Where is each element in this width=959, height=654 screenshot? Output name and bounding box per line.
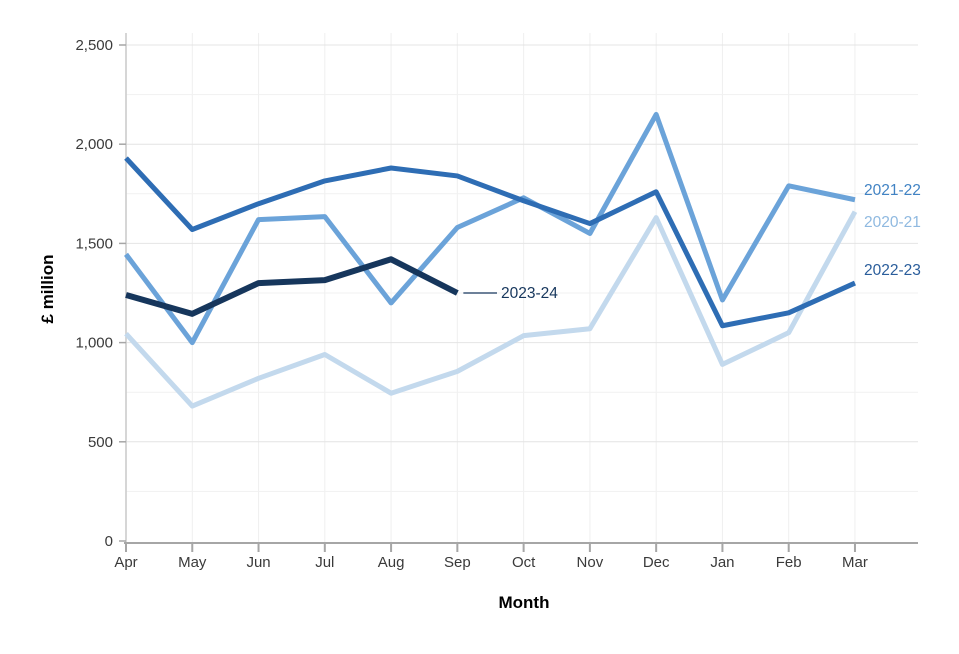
y-tick-label: 2,500 [75, 37, 113, 54]
x-tick-label: Oct [512, 554, 536, 571]
x-tick-label: Nov [577, 554, 604, 571]
series-label-2020-21: 2020-21 [864, 214, 921, 231]
x-tick-label: Mar [842, 554, 868, 571]
x-tick-label: Jun [246, 554, 270, 571]
x-tick-label: Sep [444, 554, 471, 571]
x-tick-label: Feb [776, 554, 802, 571]
y-tick-label: 500 [88, 434, 113, 451]
series-label-2022-23: 2022-23 [864, 262, 921, 279]
series-line-2022-23 [124, 156, 856, 329]
x-tick-label: Apr [114, 554, 137, 571]
series-label-2023-24: 2023-24 [501, 285, 558, 302]
y-tick-label: 2,000 [75, 136, 113, 153]
x-tick-label: Dec [643, 554, 670, 571]
y-tick-label: 1,000 [75, 335, 113, 352]
y-axis-title: £ million [38, 254, 57, 324]
series-line-2023-24 [125, 256, 459, 317]
x-tick-label: May [178, 554, 207, 571]
series-label-2021-22: 2021-22 [864, 182, 921, 199]
y-tick-label: 0 [105, 533, 113, 550]
x-tick-label: Aug [378, 554, 405, 571]
x-tick-label: Jul [315, 554, 334, 571]
series-line-2020-21 [124, 210, 858, 409]
x-tick-label: Jan [710, 554, 734, 571]
series-line-2021-22 [124, 111, 856, 346]
y-tick-label: 1,500 [75, 235, 113, 252]
x-axis-title: Month [498, 593, 550, 612]
